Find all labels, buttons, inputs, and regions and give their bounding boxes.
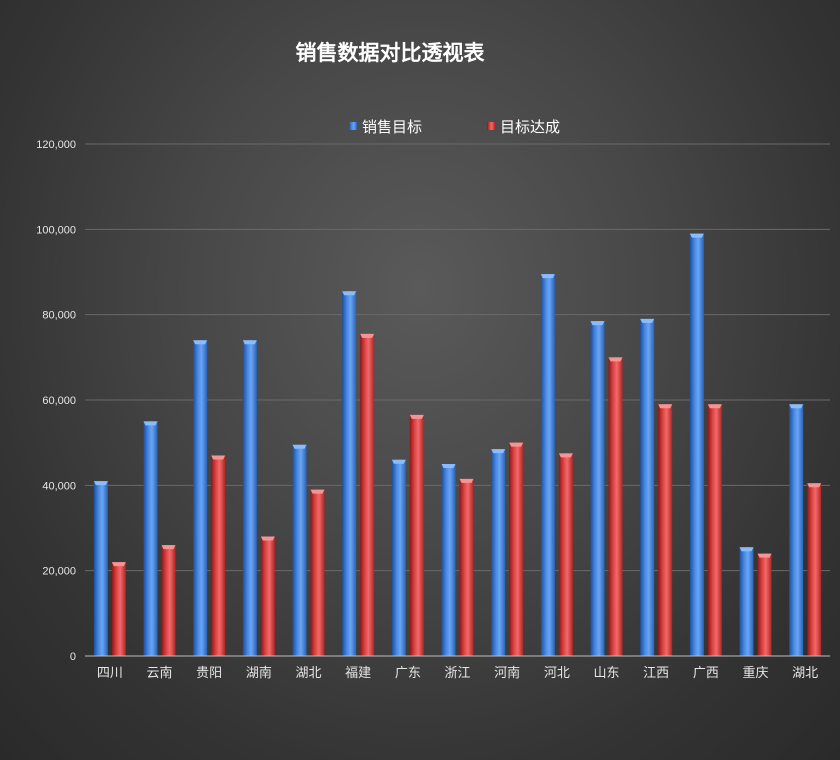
y-tick-label: 60,000 bbox=[42, 395, 76, 407]
x-category-label: 河南 bbox=[494, 665, 520, 681]
x-category-label: 四川 bbox=[97, 666, 123, 681]
y-axis: 0 20,000 40,000 60,000 80,000 100,000 120,000 bbox=[36, 139, 76, 663]
bar-achieved bbox=[459, 478, 474, 656]
bar-target bbox=[391, 459, 406, 656]
y-tick-label: 80,000 bbox=[42, 310, 76, 322]
x-category-label: 重庆 bbox=[742, 665, 768, 681]
y-tick-label: 20,000 bbox=[42, 566, 76, 578]
x-axis: 四川 云南 贵阳 湖南 湖北 福建 广东 浙江 河南 河北 山东 江西 广西 重庆 湖北 bbox=[85, 655, 830, 681]
bar-target bbox=[640, 318, 655, 656]
bar-achieved bbox=[509, 442, 524, 656]
bar-achieved bbox=[658, 404, 673, 656]
bar-target bbox=[689, 233, 704, 656]
x-category-label: 浙江 bbox=[444, 666, 470, 681]
x-category-label: 湖南 bbox=[246, 665, 272, 681]
x-category-label: 湖北 bbox=[792, 666, 818, 681]
x-category-label: 贵阳 bbox=[196, 666, 222, 681]
bar-achieved bbox=[409, 414, 424, 656]
bar-target bbox=[93, 481, 108, 656]
y-tick-label: 0 bbox=[70, 651, 76, 663]
bar-achieved bbox=[310, 489, 325, 656]
bar-achieved bbox=[360, 333, 375, 656]
bar-target bbox=[441, 464, 456, 656]
x-category-label: 广东 bbox=[395, 666, 421, 681]
bar-target bbox=[242, 340, 257, 656]
bar-achieved bbox=[707, 404, 722, 656]
gridlines bbox=[85, 143, 830, 572]
x-category-label: 广西 bbox=[693, 666, 719, 681]
bar-target bbox=[789, 404, 804, 656]
legend-swatch-achieved bbox=[487, 122, 495, 130]
y-tick-label: 40,000 bbox=[42, 480, 76, 492]
bar-achieved bbox=[111, 562, 126, 656]
bar-target bbox=[590, 321, 605, 656]
bar-target bbox=[491, 449, 506, 656]
bar-achieved bbox=[608, 357, 623, 656]
y-tick-label: 100,000 bbox=[36, 224, 76, 236]
bar-achieved bbox=[558, 453, 573, 656]
chart-title: 销售数据对比透视表 bbox=[296, 41, 486, 65]
y-tick-label: 120,000 bbox=[36, 139, 76, 151]
legend: 销售目标 目标达成 bbox=[349, 118, 560, 136]
bar-target bbox=[342, 291, 357, 656]
bar-achieved bbox=[211, 455, 226, 656]
x-category-label: 云南 bbox=[146, 665, 172, 681]
bar-achieved bbox=[807, 483, 822, 656]
x-category-label: 河北 bbox=[544, 666, 570, 681]
bar-target bbox=[739, 547, 754, 656]
bar-target bbox=[193, 340, 208, 656]
bars bbox=[93, 233, 822, 656]
bar-target bbox=[292, 444, 307, 656]
bar-achieved bbox=[260, 536, 275, 656]
bar-target bbox=[540, 274, 555, 656]
bar-target bbox=[143, 421, 158, 656]
x-category-label: 山东 bbox=[593, 666, 619, 681]
x-category-label: 湖北 bbox=[295, 666, 321, 681]
bar-achieved bbox=[161, 545, 176, 656]
x-category-label: 江西 bbox=[643, 666, 669, 681]
bar-achieved bbox=[757, 553, 772, 656]
legend-label-achieved: 目标达成 bbox=[500, 118, 560, 136]
legend-label-target: 销售目标 bbox=[362, 118, 422, 136]
legend-swatch-target bbox=[349, 122, 357, 130]
x-category-label: 福建 bbox=[345, 666, 371, 681]
